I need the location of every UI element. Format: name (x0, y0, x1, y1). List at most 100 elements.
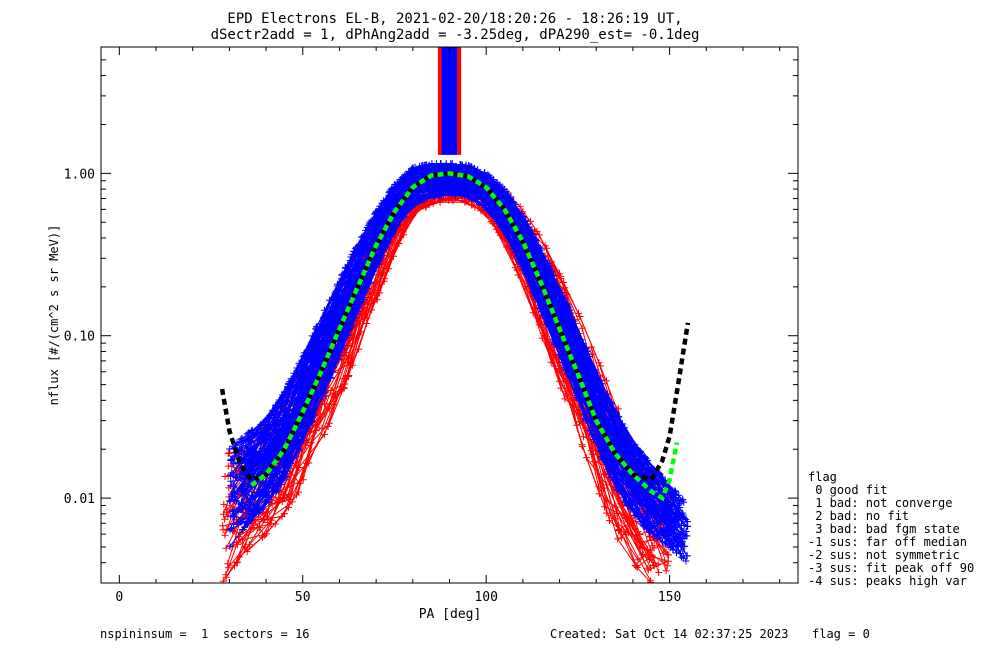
data-point (567, 327, 575, 335)
data-point (454, 184, 462, 192)
data-point (617, 444, 625, 452)
data-point (226, 542, 234, 550)
data-point (264, 516, 272, 524)
data-point (593, 396, 600, 404)
data-point (355, 345, 363, 353)
legend-entry: 3 bad: bad fgm state (808, 522, 960, 536)
data-point (228, 508, 236, 516)
data-point (516, 203, 524, 211)
data-point (368, 306, 376, 314)
data-point (624, 475, 631, 483)
data-point (528, 236, 536, 244)
legend-entry: -2 sus: not symmetric (808, 548, 960, 562)
data-point (385, 265, 393, 273)
data-point (437, 192, 445, 199)
data-point (665, 551, 673, 559)
data-point (278, 421, 286, 429)
data-point (648, 523, 656, 531)
data-point (631, 445, 638, 452)
data-point (451, 189, 459, 196)
data-point (296, 480, 304, 488)
data-point (312, 363, 320, 371)
data-point (231, 496, 239, 503)
data-point (366, 278, 374, 286)
data-point (650, 544, 658, 552)
data-point (308, 338, 316, 346)
chart-subtitle: dSectr2add = 1, dPhAng2add = -3.25deg, d… (211, 27, 700, 43)
data-point (321, 431, 329, 438)
data-point (564, 320, 571, 328)
data-point (351, 308, 359, 316)
data-point (603, 377, 610, 385)
data-point (557, 384, 565, 392)
data-point (644, 566, 652, 574)
trace-line (234, 194, 651, 581)
data-point (247, 445, 255, 452)
data-point (250, 466, 258, 474)
data-point (348, 312, 356, 320)
data-point (232, 539, 240, 546)
data-point (664, 557, 672, 565)
data-point (268, 477, 276, 485)
data-point (590, 458, 598, 465)
data-point (281, 510, 288, 518)
data-point (646, 506, 654, 514)
data-point (425, 200, 433, 208)
trace-line (242, 197, 651, 567)
data-point (636, 500, 644, 508)
data-point (599, 455, 607, 463)
data-point (653, 534, 661, 542)
data-point (596, 362, 604, 370)
data-point (655, 569, 663, 576)
data-point (387, 186, 395, 194)
data-point (284, 380, 292, 388)
data-point (633, 564, 641, 571)
data-point (601, 503, 608, 511)
data-point (411, 163, 419, 171)
data-point (229, 488, 237, 496)
data-point (444, 187, 452, 195)
data-point (548, 258, 555, 266)
data-point (351, 314, 359, 322)
data-point (318, 424, 326, 432)
data-point (415, 197, 423, 205)
data-point (606, 517, 613, 525)
data-point (243, 430, 251, 438)
data-point (622, 531, 630, 539)
data-point (274, 482, 282, 490)
data-point (471, 164, 478, 172)
data-point (615, 495, 623, 503)
data-point (267, 453, 275, 461)
data-point (223, 506, 231, 514)
data-point (614, 535, 622, 543)
data-point (662, 508, 670, 516)
legend-entry: 1 bad: not converge (808, 496, 953, 510)
data-point (221, 531, 229, 539)
data-point (608, 400, 616, 408)
data-point (586, 368, 594, 376)
data-point (597, 386, 605, 393)
data-point (259, 419, 267, 427)
data-point (238, 518, 246, 526)
data-point (376, 245, 384, 253)
data-point (531, 303, 539, 311)
data-point (310, 411, 318, 419)
data-point (599, 443, 607, 451)
data-point (622, 452, 630, 460)
data-point (222, 544, 230, 552)
blue-series (226, 160, 692, 565)
data-point (675, 520, 683, 528)
data-point (288, 498, 296, 506)
data-point (639, 517, 646, 525)
data-point (265, 484, 273, 492)
data-point (500, 186, 508, 193)
data-point (226, 526, 234, 534)
data-point (258, 430, 266, 437)
footer-flag: flag = 0 (812, 627, 870, 641)
data-point (648, 551, 656, 559)
data-point (434, 178, 442, 186)
data-point (676, 500, 684, 508)
footer-created: Created: Sat Oct 14 02:37:25 2023 (550, 627, 789, 641)
x-tick-label: 100 (474, 590, 497, 605)
